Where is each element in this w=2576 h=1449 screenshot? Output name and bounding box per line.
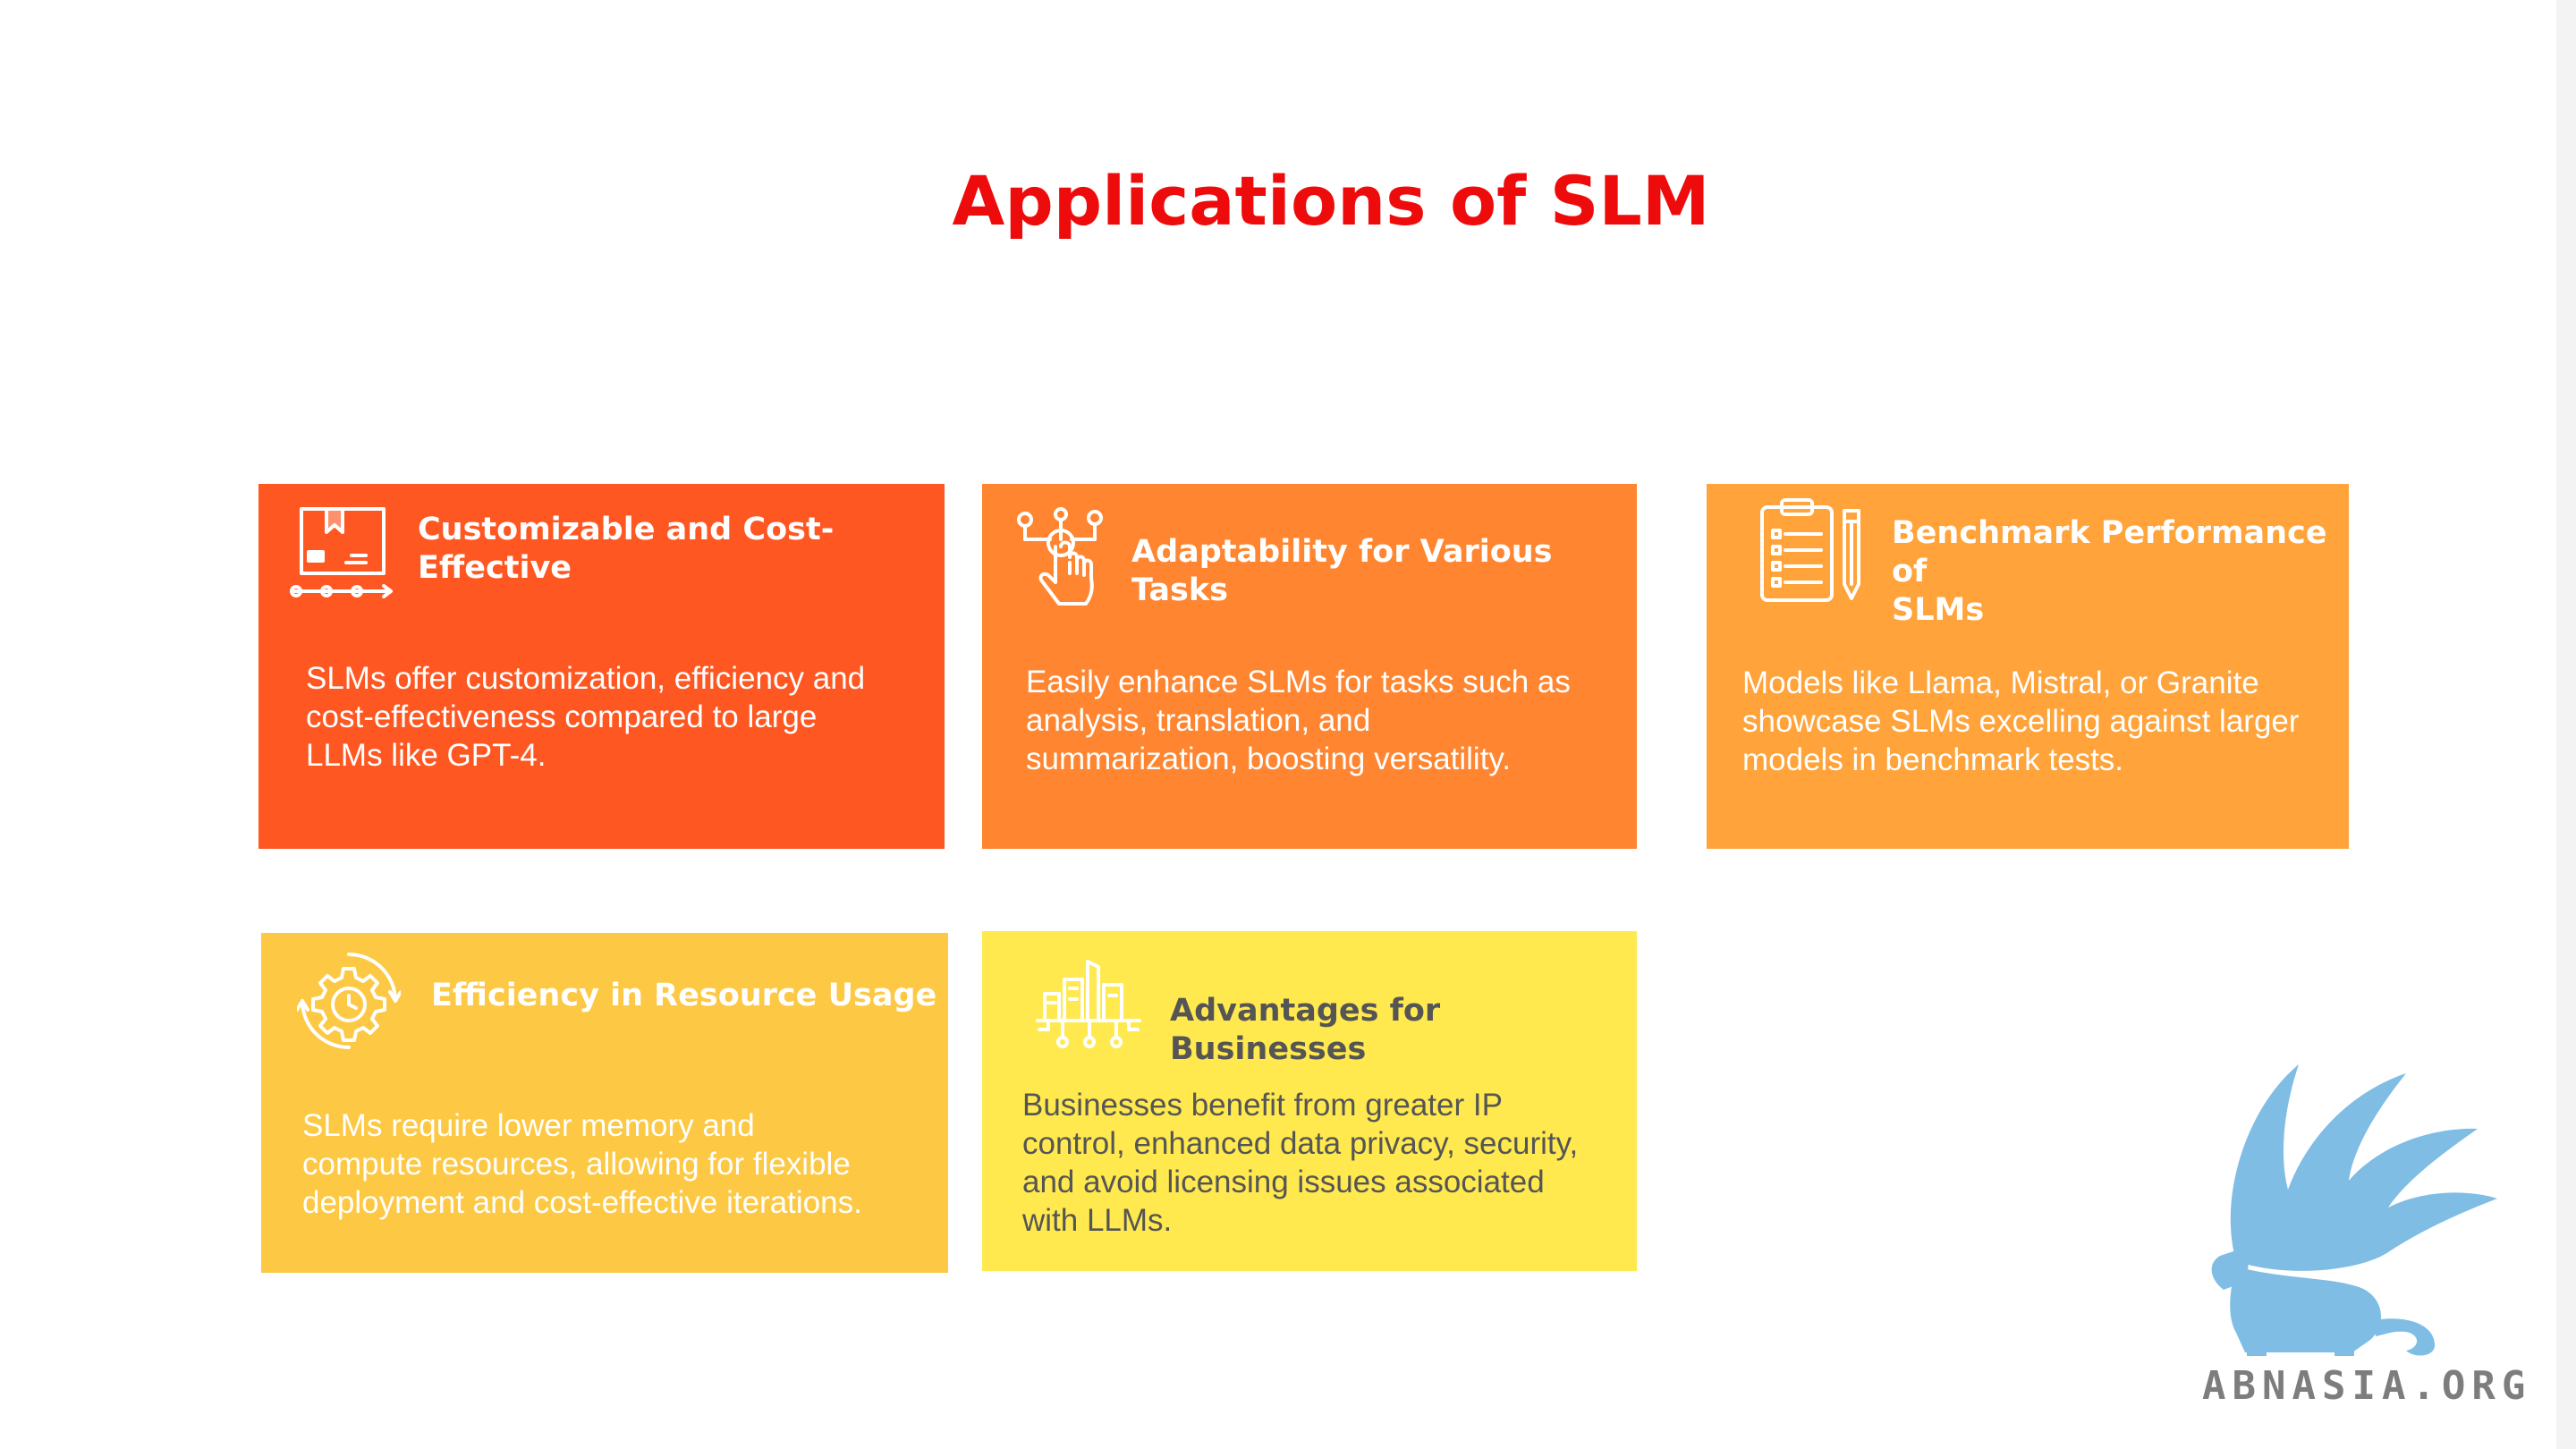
- touch-network-icon: [1016, 507, 1106, 613]
- slide-title: Applications of SLM: [952, 161, 1710, 241]
- card-heading: Advantages for Businesses: [1170, 993, 1441, 1067]
- card-heading: Benchmark Performance of SLMs: [1892, 515, 2327, 628]
- card-heading: Adaptability for Various Tasks: [1131, 534, 1553, 608]
- card-benchmark: Benchmark Performance of SLMs Models lik…: [1707, 484, 2349, 849]
- gear-clock-icon: [297, 949, 401, 1053]
- card-body: SLMs offer customization, efficiency and…: [306, 661, 866, 773]
- card-body: SLMs require lower memory and compute re…: [302, 1108, 862, 1220]
- card-efficiency: Efficiency in Resource Usage SLMs requir…: [261, 933, 948, 1273]
- card-heading: Customizable and Cost- Effective: [418, 512, 835, 586]
- smart-city-icon: [1036, 958, 1141, 1049]
- card-businesses: Advantages for Businesses Businesses ben…: [982, 931, 1637, 1271]
- griffin-logo-icon: [2182, 1055, 2567, 1413]
- package-tracking-icon: [289, 505, 396, 602]
- clipboard-pen-icon: [1758, 498, 1866, 604]
- card-heading: Efficiency in Resource Usage: [431, 978, 937, 1013]
- card-body: Models like Llama, Mistral, or Granite s…: [1742, 665, 2300, 777]
- card-adaptability: Adaptability for Various Tasks Easily en…: [982, 484, 1637, 849]
- card-body: Easily enhance SLMs for tasks such as an…: [1026, 665, 1571, 776]
- page-edge: [2556, 0, 2576, 1449]
- watermark-text: ABNASIA.ORG: [2202, 1363, 2532, 1409]
- card-body: Businesses benefit from greater IP contr…: [1022, 1088, 1579, 1238]
- card-customizable: Customizable and Cost- Effective SLMs of…: [258, 484, 945, 849]
